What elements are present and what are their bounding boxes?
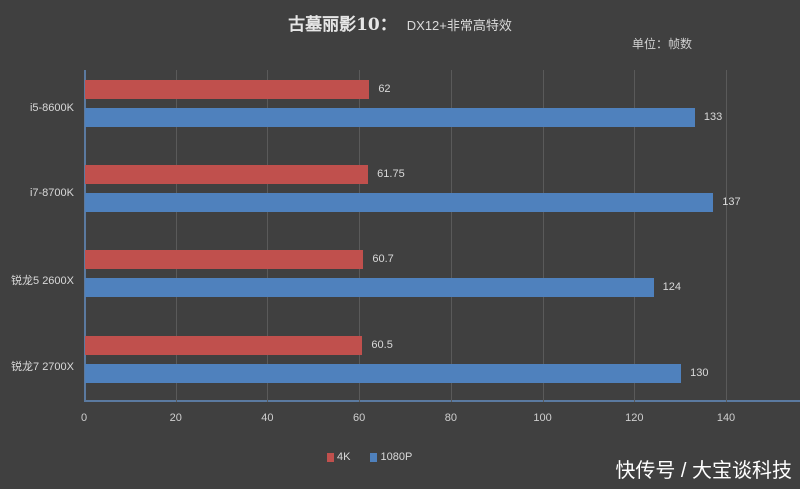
- data-label: 60.7: [372, 253, 394, 265]
- x-tick-label: 120: [625, 412, 644, 424]
- category-label: i7-8700K: [29, 187, 74, 199]
- legend-item-4k: 4K: [327, 451, 350, 463]
- legend-label-1080p: 1080P: [380, 451, 413, 463]
- bar-1080p: [85, 108, 695, 127]
- plot-area: 62 133 61.75 137 60.7 124 60.5 130: [84, 70, 800, 402]
- category-label: 锐龙7 2700X: [11, 361, 74, 373]
- legend: 4K 1080P: [327, 451, 412, 463]
- gridline: [726, 70, 727, 402]
- legend-swatch-1080p: [370, 452, 378, 462]
- y-axis: [84, 70, 86, 402]
- legend-swatch-4k: [327, 452, 334, 462]
- data-label: 137: [722, 196, 741, 208]
- gridline: [175, 70, 177, 402]
- category-label: 锐龙5 2600X: [11, 275, 74, 287]
- category-label: i5-8600K: [29, 102, 74, 114]
- x-tick-label: 140: [716, 412, 736, 424]
- data-label: 130: [690, 367, 709, 379]
- chart-title: 古墓丽影10： DX12+非常高特效: [0, 10, 800, 35]
- gridline: [359, 70, 361, 402]
- bar-1080p: [85, 193, 714, 212]
- x-tick-label: 20: [169, 412, 182, 424]
- gridline: [450, 70, 452, 402]
- data-label: 133: [703, 111, 723, 123]
- x-tick-label: 40: [261, 412, 274, 424]
- watermark: 快传号 / 大宝谈科技: [615, 460, 792, 482]
- x-tick-label: 60: [353, 412, 366, 424]
- bar-4k: [85, 165, 369, 184]
- gridline: [267, 70, 269, 402]
- legend-label-4k: 4K: [337, 451, 351, 463]
- bar-4k: [85, 250, 364, 269]
- unit-label: 单位：帧数: [632, 37, 693, 51]
- data-label: 62: [378, 83, 391, 95]
- legend-item-1080p: 1080P: [370, 451, 412, 463]
- x-tick-label: 0: [80, 412, 88, 424]
- gridline: [634, 70, 636, 402]
- data-label: 60.5: [371, 339, 393, 351]
- x-tick-label: 100: [533, 412, 552, 424]
- chart-title-sub: DX12+非常高特效: [406, 18, 512, 33]
- bar-1080p: [85, 364, 682, 383]
- gridline: [542, 70, 544, 402]
- bar-4k: [85, 336, 363, 355]
- x-axis: [84, 400, 800, 402]
- bar-4k: [85, 80, 370, 99]
- x-tick-label: 80: [444, 412, 457, 424]
- data-label: 61.75: [377, 168, 405, 180]
- bar-1080p: [85, 278, 654, 297]
- chart-title-main: 古墓丽影10：: [288, 15, 397, 35]
- data-label: 124: [662, 281, 681, 293]
